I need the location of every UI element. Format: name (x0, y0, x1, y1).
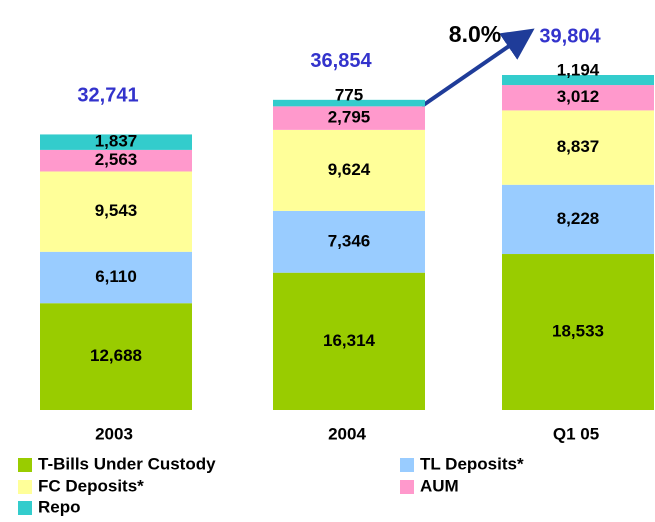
x-tick-label: Q1 05 (553, 424, 599, 443)
total-label: 36,854 (310, 50, 372, 72)
legend-label: Repo (38, 497, 81, 516)
legend-label: FC Deposits* (38, 476, 144, 495)
bar-segment (502, 184, 654, 255)
legend-swatch (400, 480, 414, 494)
total-label: 39,804 (539, 25, 601, 47)
x-tick-label: 2004 (328, 424, 366, 443)
value-label: 775 (335, 85, 363, 104)
value-label: 3,012 (557, 87, 600, 106)
bar-segment (502, 254, 654, 410)
total-label: 32,741 (77, 85, 138, 107)
bar-segment (273, 106, 425, 130)
bar-segment (273, 272, 425, 410)
legend-label: AUM (420, 476, 459, 495)
value-label: 8,228 (557, 209, 600, 228)
value-label: 6,110 (95, 267, 137, 286)
bar-segment (40, 134, 192, 150)
legend-label: T-Bills Under Custody (38, 454, 216, 473)
bar-segment (40, 251, 192, 304)
value-label: 9,543 (95, 201, 138, 220)
value-label: 1,194 (557, 60, 600, 79)
legend-label: TL Deposits* (420, 454, 524, 473)
value-label: 8,837 (557, 137, 600, 156)
value-label: 2,795 (328, 108, 371, 127)
bar-segment (40, 171, 192, 252)
bar-segment (40, 149, 192, 172)
bar-segment (40, 303, 192, 410)
value-label: 2,563 (95, 150, 138, 169)
value-label: 12,688 (90, 346, 142, 365)
growth-label: 8.0% (449, 21, 501, 47)
legend-swatch (400, 458, 414, 472)
bar-segment (273, 99, 425, 107)
bar-segment (502, 85, 654, 111)
legend-swatch (18, 501, 32, 515)
bar-segment (273, 210, 425, 273)
bar-segment (273, 129, 425, 211)
legend-swatch (18, 458, 32, 472)
value-label: 7,346 (328, 231, 371, 250)
growth-arrow (420, 28, 535, 108)
x-tick-label: 2003 (95, 424, 133, 443)
bar-segment (502, 110, 654, 185)
value-label: 18,533 (552, 321, 604, 340)
bar-segment (502, 75, 654, 86)
value-label: 16,314 (323, 331, 376, 350)
legend-swatch (18, 480, 32, 494)
value-label: 9,624 (328, 160, 371, 179)
value-label: 1,837 (95, 132, 138, 151)
